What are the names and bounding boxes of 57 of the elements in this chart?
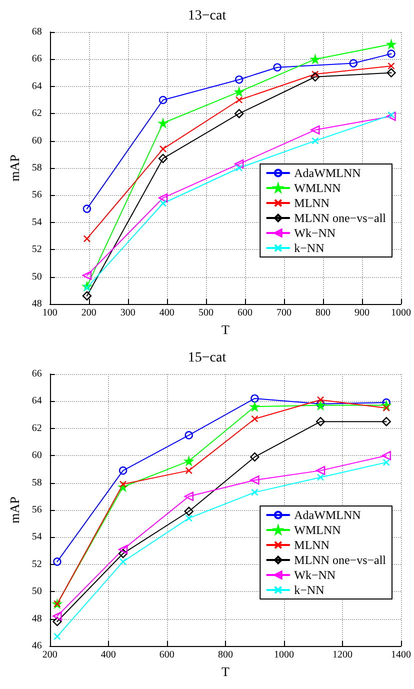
y-tick-label: 48 xyxy=(32,613,42,624)
x-tick-label: 700 xyxy=(276,308,292,318)
y-axis-title: mAP xyxy=(7,496,22,524)
y-tick-label: 56 xyxy=(32,504,42,516)
y-tick-label: 66 xyxy=(32,54,42,65)
x-tick-label: 900 xyxy=(354,308,370,318)
legend-label: AdaWMLNN xyxy=(294,166,362,180)
legend-label: MLNN xyxy=(294,196,330,210)
legend-label: k−NN xyxy=(294,583,325,597)
chart-title: 15−cat xyxy=(188,350,226,366)
y-tick-label: 52 xyxy=(32,558,42,570)
chart-title: 13−cat xyxy=(188,8,226,24)
legend-label: MLNN one−vs−all xyxy=(294,553,387,567)
y-tick-label: 58 xyxy=(32,162,42,174)
x-axis-title: T xyxy=(221,664,230,679)
y-tick-label: 68 xyxy=(32,26,42,38)
y-tick-label: 64 xyxy=(32,80,42,92)
x-tick-label: 200 xyxy=(42,650,58,660)
y-tick-label: 58 xyxy=(32,477,42,488)
x-tick-label: 1400 xyxy=(391,650,411,660)
x-tick-label: 600 xyxy=(159,650,174,660)
legend-label: WMLNN xyxy=(294,523,342,537)
y-axis-title: mAP xyxy=(7,154,22,182)
x-tick-label: 400 xyxy=(100,650,116,660)
x-tick-label: 200 xyxy=(81,308,96,318)
y-tick-label: 48 xyxy=(32,298,42,310)
y-tick-label: 64 xyxy=(32,396,42,407)
y-tick-label: 50 xyxy=(32,586,42,598)
y-tick-label: 54 xyxy=(32,216,42,228)
x-tick-label: 100 xyxy=(42,308,58,318)
y-tick-label: 66 xyxy=(32,368,42,380)
x-tick-label: 300 xyxy=(120,308,136,318)
legend-label: AdaWMLNN xyxy=(294,508,362,522)
legend-label: MLNN one−vs−all xyxy=(294,211,387,225)
legend-label: Wk−NN xyxy=(294,226,336,240)
y-tick-label: 56 xyxy=(32,190,42,201)
x-tick-label: 800 xyxy=(315,308,330,318)
x-tick-label: 1200 xyxy=(332,650,352,660)
y-tick-label: 60 xyxy=(32,450,42,462)
x-tick-label: 600 xyxy=(237,308,252,318)
y-tick-label: 60 xyxy=(32,135,42,146)
x-tick-label: 800 xyxy=(218,650,233,660)
y-tick-label: 54 xyxy=(32,532,42,543)
x-tick-label: 500 xyxy=(198,308,214,318)
x-tick-label: 400 xyxy=(159,308,174,318)
x-tick-label: 1000 xyxy=(274,650,294,660)
y-tick-label: 50 xyxy=(32,271,42,282)
y-tick-label: 62 xyxy=(32,108,42,120)
legend-label: WMLNN xyxy=(294,181,342,195)
y-tick-label: 52 xyxy=(32,244,42,256)
y-tick-label: 62 xyxy=(32,422,42,434)
legend-label: Wk−NN xyxy=(294,568,336,582)
x-tick-label: 1000 xyxy=(391,308,411,318)
legend-label: MLNN xyxy=(294,538,330,552)
x-axis-title: T xyxy=(221,322,230,337)
y-tick-label: 46 xyxy=(32,640,42,652)
legend-label: k−NN xyxy=(294,241,325,255)
